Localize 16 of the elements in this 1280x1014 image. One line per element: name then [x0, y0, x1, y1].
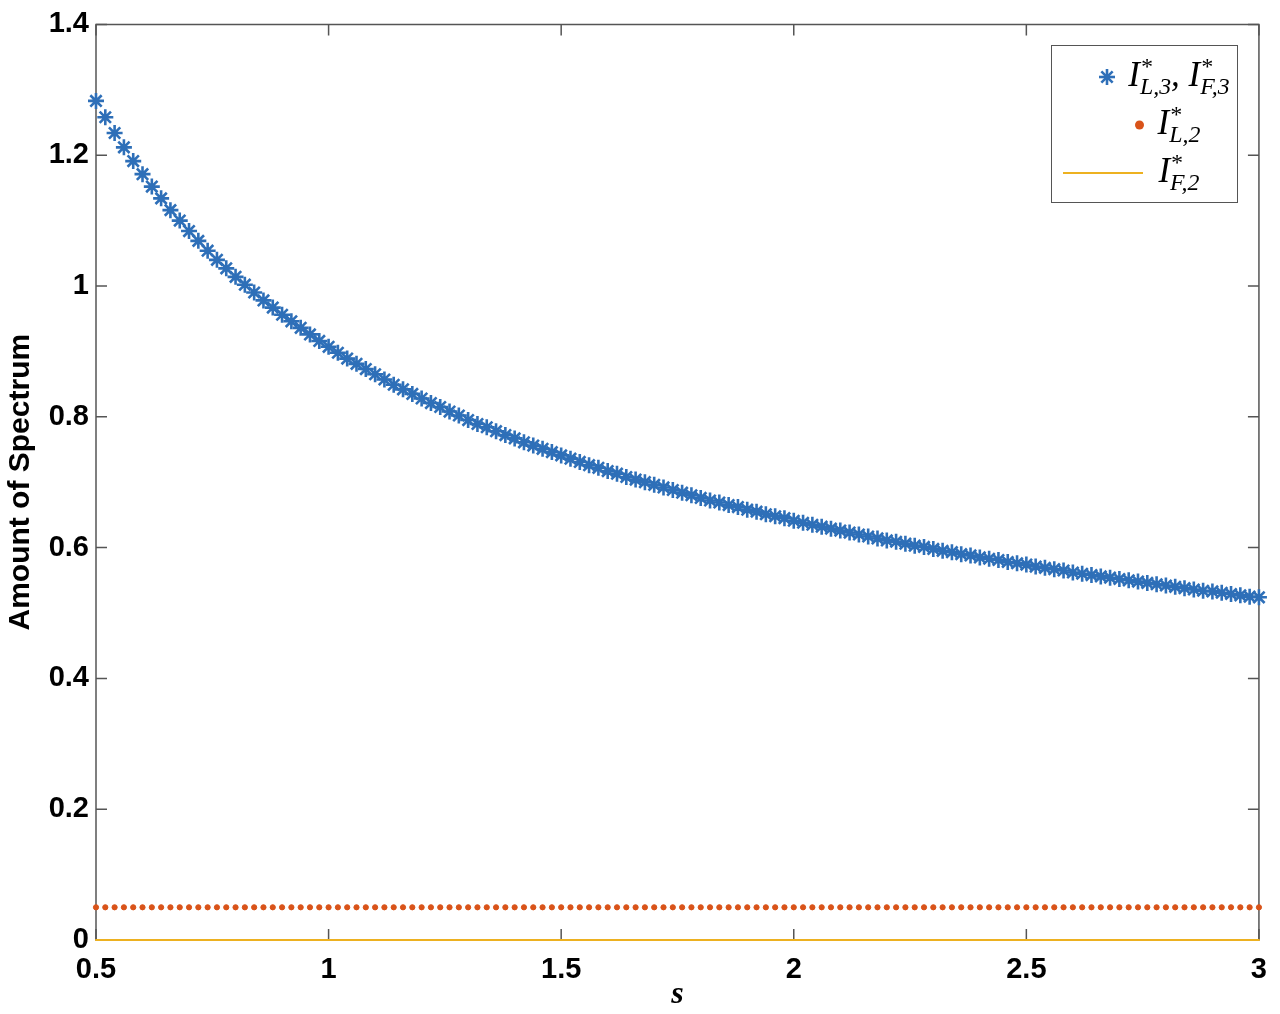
y-tick-label: 0.2 [48, 791, 89, 824]
x-tick-label: 1 [320, 952, 337, 985]
y-tick-label: 1.4 [48, 6, 89, 39]
y-tick-label: 0.4 [48, 660, 89, 693]
x-tick-label: 1.5 [541, 952, 582, 985]
x-tick-label: 3 [1250, 952, 1268, 985]
x-tick-label: 2 [785, 952, 802, 985]
y-axis-title: Amount of Spectrum [2, 333, 36, 631]
y-tick-label: 0 [72, 922, 89, 954]
x-tick-label: 2.5 [1006, 952, 1047, 985]
y-tick-label: 1.2 [48, 137, 89, 170]
y-tick-label: 0.8 [48, 398, 89, 431]
x-axis-title: s [670, 974, 684, 1011]
x-tick-label: 0.5 [75, 952, 117, 985]
y-tick-label: 0.6 [48, 529, 89, 562]
y-tick-label: 1 [72, 268, 89, 300]
